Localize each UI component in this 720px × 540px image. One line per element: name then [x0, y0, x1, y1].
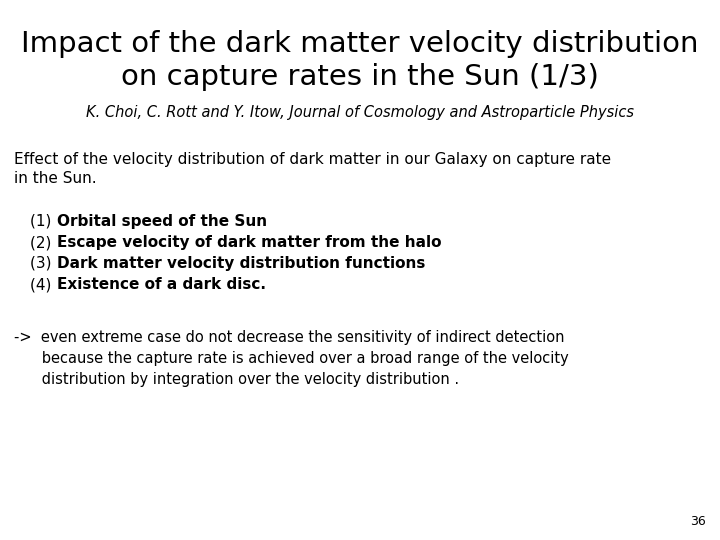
Text: (3): (3) [30, 256, 56, 271]
Text: Orbital speed of the Sun: Orbital speed of the Sun [58, 214, 267, 229]
Text: Escape velocity of dark matter from the halo: Escape velocity of dark matter from the … [58, 235, 442, 250]
Text: distribution by integration over the velocity distribution .: distribution by integration over the vel… [14, 372, 459, 387]
Text: Dark matter velocity distribution functions: Dark matter velocity distribution functi… [58, 256, 426, 271]
Text: because the capture rate is achieved over a broad range of the velocity: because the capture rate is achieved ove… [14, 351, 569, 366]
Text: Effect of the velocity distribution of dark matter in our Galaxy on capture rate: Effect of the velocity distribution of d… [14, 152, 611, 186]
Text: (2): (2) [30, 235, 56, 250]
Text: (1): (1) [30, 214, 56, 229]
Text: (4): (4) [30, 277, 56, 292]
Text: 36: 36 [690, 515, 706, 528]
Text: Impact of the dark matter velocity distribution: Impact of the dark matter velocity distr… [22, 30, 698, 58]
Text: ->  even extreme case do not decrease the sensitivity of indirect detection: -> even extreme case do not decrease the… [14, 330, 564, 345]
Text: Existence of a dark disc.: Existence of a dark disc. [58, 277, 266, 292]
Text: on capture rates in the Sun (1/3): on capture rates in the Sun (1/3) [121, 63, 599, 91]
Text: K. Choi, C. Rott and Y. Itow, Journal of Cosmology and Astroparticle Physics: K. Choi, C. Rott and Y. Itow, Journal of… [86, 105, 634, 120]
